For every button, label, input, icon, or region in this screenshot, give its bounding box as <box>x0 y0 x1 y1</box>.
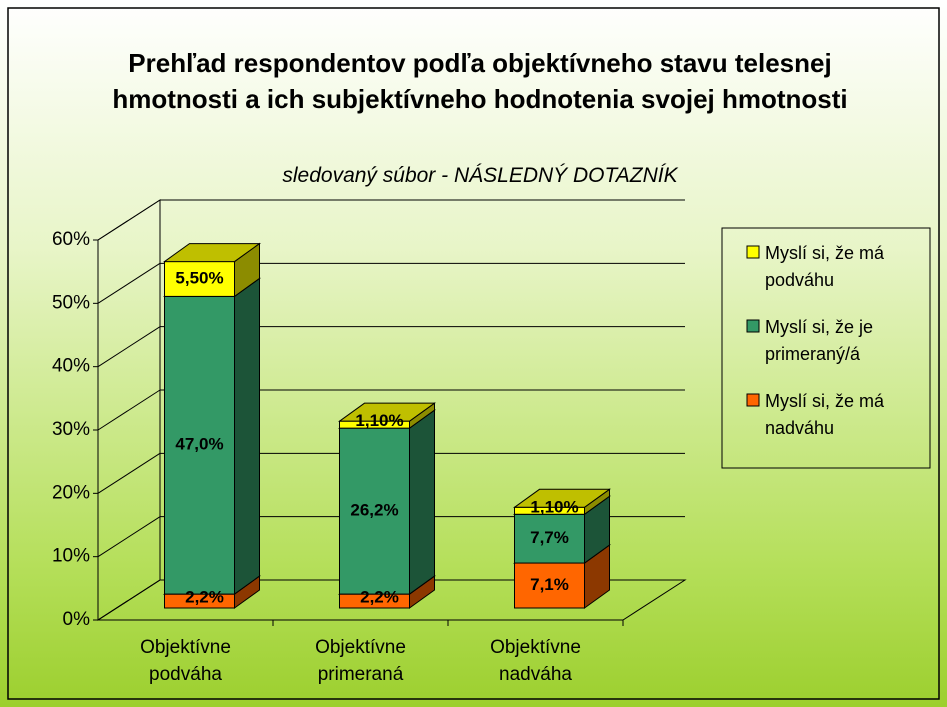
value-label: 1,10% <box>355 411 403 430</box>
grid-line-side <box>97 389 161 431</box>
bar-segment <box>162 277 262 596</box>
value-label: 47,0% <box>175 435 223 454</box>
grid-line-side <box>97 452 161 494</box>
bar-segment <box>337 409 437 596</box>
value-label: 26,2% <box>350 501 398 520</box>
y-tick-label: 40% <box>52 356 90 377</box>
value-label: 5,50% <box>175 268 223 287</box>
grid-line-side <box>97 516 161 558</box>
bar-top <box>512 488 612 508</box>
value-label: 2,2% <box>360 588 399 607</box>
chart-subtitle: sledovaný súbor - NÁSLEDNÝ DOTAZNÍK <box>282 164 678 187</box>
bar-front <box>339 427 410 595</box>
bar-segment <box>512 488 612 516</box>
grid-line-side <box>97 326 161 368</box>
legend-swatch <box>746 393 760 407</box>
y-tick-label: 0% <box>63 609 91 630</box>
grid-line-side <box>97 579 161 621</box>
bar-front <box>164 295 235 595</box>
legend-swatch <box>746 319 760 333</box>
legend-box <box>721 227 931 469</box>
grid-line-side <box>97 262 161 304</box>
x-tick-label: Objektívne nadváha <box>490 637 581 685</box>
bar-top <box>162 243 262 263</box>
x-tick-label: Objektívne podváha <box>140 637 231 685</box>
bar-segment <box>337 402 437 430</box>
chart-title: Prehľad respondentov podľa objektívneho … <box>112 48 848 114</box>
x-tick-label: Objektívne primeraná <box>315 637 406 685</box>
legend-swatch <box>746 245 760 259</box>
y-tick-label: 10% <box>52 546 90 567</box>
bar-side <box>409 409 435 596</box>
value-label: 2,2% <box>185 588 224 607</box>
bar-top <box>337 402 437 422</box>
y-tick-label: 20% <box>52 482 90 503</box>
value-label: 7,7% <box>530 528 569 547</box>
value-label: 1,10% <box>530 497 578 516</box>
y-tick-label: 30% <box>52 419 90 440</box>
legend-label: Myslí si, že je primeraný/á <box>765 317 874 364</box>
legend-label: Myslí si, že má podváhu <box>765 243 885 290</box>
grid-line-side <box>97 199 161 241</box>
legend-label: Myslí si, že má nadváhu <box>765 391 885 438</box>
bar-segment <box>162 242 262 298</box>
bar-side <box>234 277 260 596</box>
y-tick-label: 50% <box>52 292 90 313</box>
frame <box>7 7 940 700</box>
bar-front <box>514 562 585 609</box>
y-tick-label: 60% <box>52 229 90 250</box>
value-label: 7,1% <box>530 575 569 594</box>
bar-front <box>164 261 235 297</box>
